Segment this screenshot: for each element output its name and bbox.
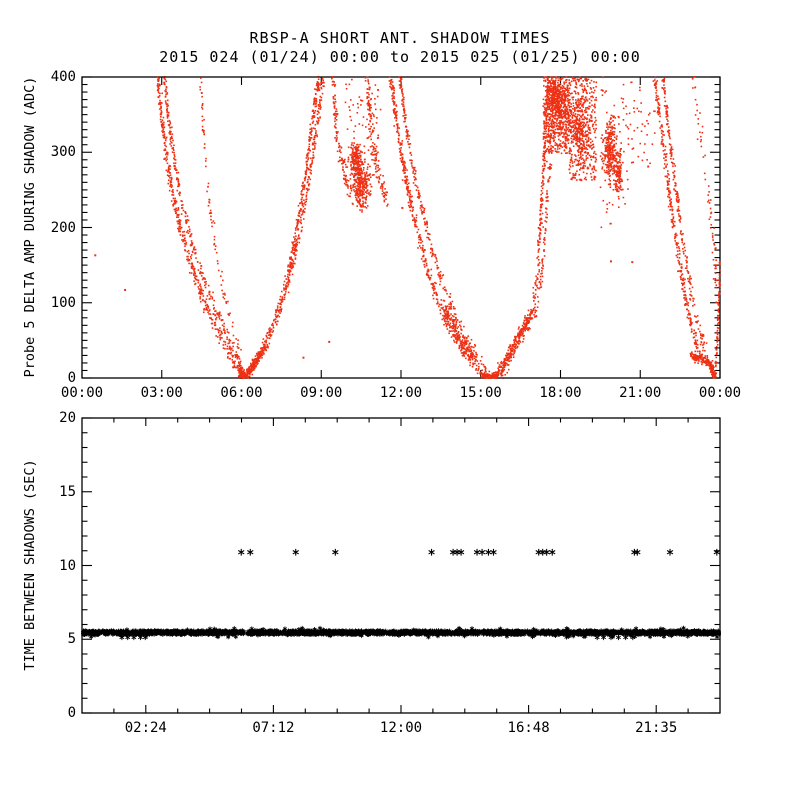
bottom-chart-y-axis-label: TIME BETWEEN SHADOWS (SEC) (22, 459, 38, 671)
top-chart-y-axis-label: Probe 5 DELTA AMP DURING SHADOW (ADC) (22, 76, 38, 378)
